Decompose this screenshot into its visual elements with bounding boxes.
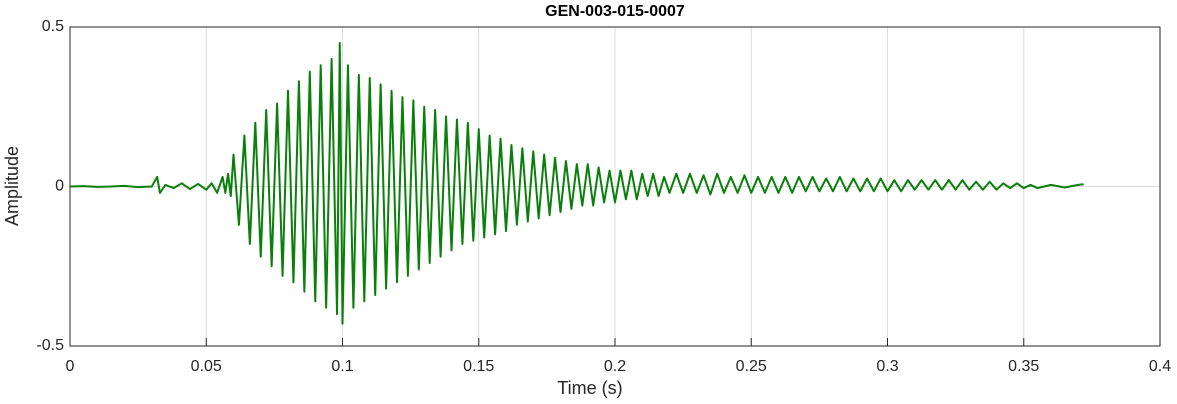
- y-tick-label: -0.5: [36, 337, 64, 354]
- x-axis-label: Time (s): [557, 378, 622, 398]
- y-tick-label: 0: [55, 178, 64, 195]
- x-tick-label: 0.1: [331, 358, 353, 375]
- waveform-line: [69, 41, 1084, 325]
- x-tick-label: 0.2: [604, 358, 626, 375]
- x-tick-label: 0: [66, 358, 75, 375]
- x-tick-label: 0.4: [1149, 358, 1171, 375]
- x-tick-label: 0.35: [1008, 358, 1039, 375]
- x-tick-label: 0.25: [736, 358, 767, 375]
- y-tick-label: 0.5: [42, 18, 64, 35]
- y-axis-label: Amplitude: [2, 146, 22, 226]
- chart-title: GEN-003-015-0007: [545, 3, 685, 20]
- x-tick-label: 0.15: [463, 358, 494, 375]
- x-tick-label: 0.05: [191, 358, 222, 375]
- x-tick-label: 0.3: [876, 358, 898, 375]
